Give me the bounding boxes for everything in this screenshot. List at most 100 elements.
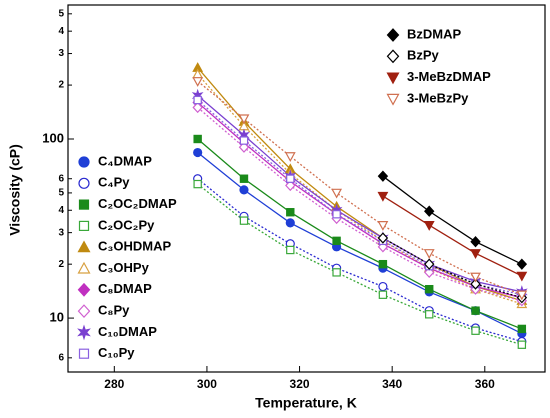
fit-line [197,73,523,305]
marker [377,191,389,202]
marker [238,141,250,153]
legend-label: C₄DMAP [98,153,152,168]
marker [239,174,249,183]
legend-marker [77,261,91,274]
marker [377,232,389,244]
marker [286,245,295,255]
legend-marker [386,49,400,64]
fit-line [197,67,523,302]
marker [471,306,480,315]
x-tick-label: 360 [475,377,495,391]
y-tick-label: 5 [58,8,64,19]
legend-label: C₄Py [98,175,130,190]
legend-marker [386,28,400,42]
fit-line [197,138,523,330]
y-tick-label: 6 [58,173,64,184]
marker [238,114,250,125]
y-axis-label: Viscosity (cP) [7,144,23,236]
y-tick-label: 100 [42,130,64,145]
fit-line [197,101,522,299]
legend-label: BzPy [407,48,440,63]
x-tick-label: 340 [382,377,402,391]
marker [470,278,481,290]
fit-line [382,237,523,299]
marker [471,326,480,335]
fit-line [197,80,523,296]
legend-label: C₈DMAP [98,281,152,296]
legend-marker [77,304,91,318]
marker [425,284,434,294]
marker [332,210,341,219]
marker [423,249,435,259]
legend-label: BzDMAP [407,26,461,41]
legend-marker [77,324,91,341]
fit-line [197,178,523,343]
y-tick-label: 6 [58,352,64,363]
y-tick-label: 2 [58,259,64,270]
marker [517,324,527,334]
marker [285,179,296,192]
marker [378,290,388,299]
marker [470,249,481,259]
x-tick-label: 280 [104,377,124,391]
fit-line [197,106,523,302]
marker [516,290,528,301]
legend-label: 3-MeBzPy [407,90,469,105]
legend-marker [77,240,91,253]
y-tick-label: 4 [58,205,64,216]
y-tick-label: 3 [58,227,64,238]
legend-marker [78,348,90,359]
fit-line [197,94,522,293]
x-tick-label: 320 [290,377,310,391]
marker [424,205,435,217]
marker [239,136,249,145]
x-tick-label: 300 [197,377,217,391]
marker [286,174,295,183]
marker [285,218,295,228]
y-tick-label: 10 [50,310,64,325]
y-tick-label: 3 [58,48,64,59]
legend-label: C₂OC₂Py [98,217,155,232]
marker [284,152,296,162]
marker [377,221,389,231]
marker [425,310,434,319]
legend-marker [77,282,91,297]
legend-label: 3-MeBzDMAP [407,69,491,84]
marker [193,95,202,105]
marker [423,221,435,231]
legend-label: C₃OHPy [98,260,150,275]
marker [192,77,204,87]
fit-line [382,175,523,265]
fit-line [197,183,523,346]
legend-label: C₃OHDMAP [98,239,172,254]
marker [470,272,481,283]
y-tick-label: 4 [58,26,64,37]
marker [517,340,527,349]
y-tick-label: 5 [58,188,64,199]
legend-marker [386,93,400,106]
marker [378,259,388,269]
marker [239,216,249,225]
marker [377,170,389,182]
marker [378,281,388,292]
legend-label: C₈Py [98,303,130,318]
fit-line [382,195,523,277]
marker [332,268,341,277]
marker [193,134,202,144]
plot-frame [67,4,546,373]
legend-label: C₁₀Py [98,345,135,360]
marker [239,185,249,195]
marker [516,271,528,282]
marker [286,208,295,217]
legend-marker [78,177,90,189]
marker [424,258,435,270]
legend-label: C₁₀DMAP [98,324,157,339]
marker [516,258,528,270]
marker [331,188,343,199]
legend-label: C₂OC₂DMAP [98,196,177,211]
marker [192,101,203,114]
x-axis-label: Temperature, K [255,395,357,411]
marker [193,147,203,158]
legend-marker [78,156,90,168]
